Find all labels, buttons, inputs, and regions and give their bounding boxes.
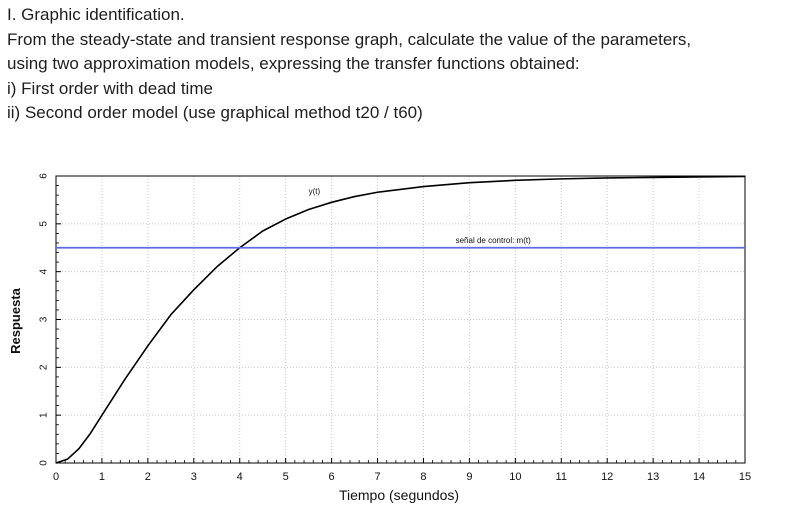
chart-grid bbox=[56, 176, 745, 463]
problem-statement: I. Graphic identification. From the stea… bbox=[7, 3, 792, 126]
chart-series bbox=[55, 175, 746, 464]
y-tick-label: 5 bbox=[39, 221, 50, 227]
x-tick-label: 8 bbox=[420, 471, 426, 483]
y-tick-label: 1 bbox=[39, 412, 50, 418]
problem-instruction-line-1: From the steady-state and transient resp… bbox=[7, 29, 692, 49]
series-annotation-label: señal de control: m(t) bbox=[456, 236, 531, 245]
x-tick-label: 2 bbox=[145, 471, 151, 483]
x-tick-label: 12 bbox=[601, 471, 613, 483]
series-response-line bbox=[55, 175, 746, 464]
y-tick-label: 3 bbox=[39, 316, 50, 322]
series-annotation-label: y(t) bbox=[309, 187, 321, 196]
chart-annotations: y(t) señal de control: m(t) bbox=[309, 187, 531, 245]
y-tick-label: 2 bbox=[39, 364, 50, 370]
x-tick-label: 5 bbox=[283, 471, 289, 483]
x-tick-label: 15 bbox=[739, 471, 751, 483]
x-tick-label: 14 bbox=[693, 471, 705, 483]
x-tick-label: 6 bbox=[329, 471, 335, 483]
problem-item-ii: ii) Second order model (use graphical me… bbox=[7, 103, 423, 122]
x-tick-label: 9 bbox=[466, 471, 472, 483]
x-tick-label: 0 bbox=[53, 471, 59, 483]
y-axis-label: Respuesta bbox=[8, 287, 23, 354]
problem-instruction-line-2: using two approximation models, expressi… bbox=[7, 54, 580, 73]
x-axis-label: Tiempo (segundos) bbox=[339, 487, 459, 503]
x-tick-label: 7 bbox=[374, 471, 380, 483]
x-tick-label: 1 bbox=[99, 471, 105, 483]
x-tick-label: 3 bbox=[191, 471, 197, 483]
problem-heading: I. Graphic identification. bbox=[7, 5, 185, 24]
y-tick-label: 6 bbox=[39, 173, 50, 179]
x-tick-label: 10 bbox=[509, 471, 521, 483]
problem-item-i: i) First order with dead time bbox=[7, 78, 213, 98]
x-tick-label: 4 bbox=[237, 471, 243, 483]
y-tick-label: 0 bbox=[39, 460, 50, 466]
y-tick-label: 4 bbox=[39, 268, 50, 274]
x-tick-label: 11 bbox=[556, 471, 567, 483]
x-tick-label: 13 bbox=[647, 471, 659, 483]
